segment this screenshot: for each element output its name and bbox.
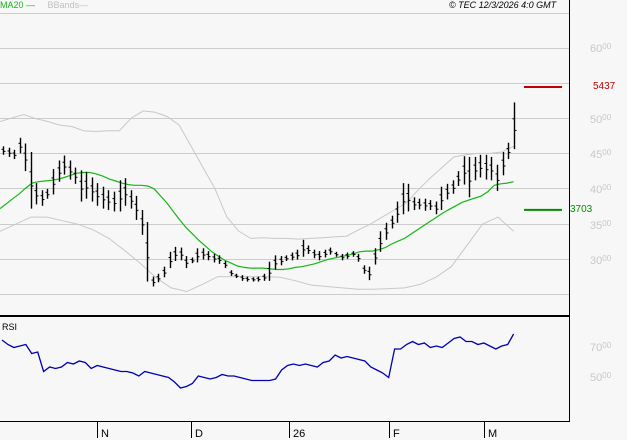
price-axis-label-4500: 4500	[590, 148, 612, 161]
bollinger-bands	[0, 110, 514, 293]
price-axis-label-3500: 3500	[590, 219, 612, 232]
support-level-label: 3703	[570, 203, 593, 215]
x-label-N: N	[101, 428, 109, 440]
price-level-markers	[524, 86, 562, 211]
chart-legend: MA20 — BBands—	[0, 0, 88, 11]
price-axis-label-4000: 4000	[590, 183, 612, 196]
resistance-level-label: 5437	[593, 81, 616, 93]
price-axis-label-6000: 6000	[590, 42, 612, 55]
x-label-D: D	[195, 428, 203, 440]
rsi-axis-label-5000: 5000	[590, 371, 612, 384]
legend-ma20: MA20 —	[0, 0, 36, 10]
copyright-timestamp: © TEC 12/3/2026 4:0 GMT	[449, 0, 557, 10]
price-gridlines	[0, 13, 569, 295]
x-label-26: 26	[293, 428, 306, 440]
rsi-panel-title: RSI	[2, 322, 18, 332]
rsi-line	[1, 333, 515, 389]
x-label-F: F	[393, 428, 400, 440]
price-axis-label-5000: 5000	[590, 113, 612, 126]
x-label-M: M	[488, 428, 498, 440]
price-bars	[1, 102, 517, 287]
price-axis-label-3000: 3000	[590, 254, 612, 267]
rsi-axis-label-7000: 7000	[590, 341, 612, 354]
legend-bbands: BBands—	[47, 0, 89, 10]
ma20-line	[0, 171, 514, 271]
x-axis-ticks	[97, 422, 485, 438]
